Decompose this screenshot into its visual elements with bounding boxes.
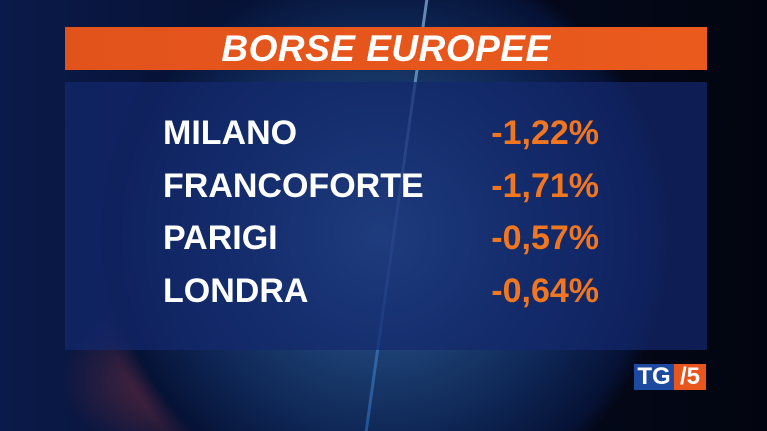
tg5-logo: TG /5 [634,364,706,390]
market-change: -1,71% [491,167,599,205]
market-panel: MILANO -1,22% FRANCOFORTE -1,71% PARIGI … [65,82,707,350]
logo-five: /5 [674,364,706,390]
market-row: PARIGI -0,57% [65,219,707,269]
market-change: -1,22% [491,114,599,152]
market-row: MILANO -1,22% [65,114,707,164]
market-change: -0,64% [491,272,599,310]
market-name: FRANCOFORTE [163,167,424,205]
logo-tg: TG [634,364,674,390]
title: BORSE EUROPEE [221,27,551,69]
market-name: MILANO [163,114,298,152]
market-name: PARIGI [163,219,278,257]
title-banner: BORSE EUROPEE [65,27,707,70]
market-row: LONDRA -0,64% [65,272,707,322]
market-name: LONDRA [163,272,309,310]
market-change: -0,57% [491,219,599,257]
market-row: FRANCOFORTE -1,71% [65,167,707,217]
